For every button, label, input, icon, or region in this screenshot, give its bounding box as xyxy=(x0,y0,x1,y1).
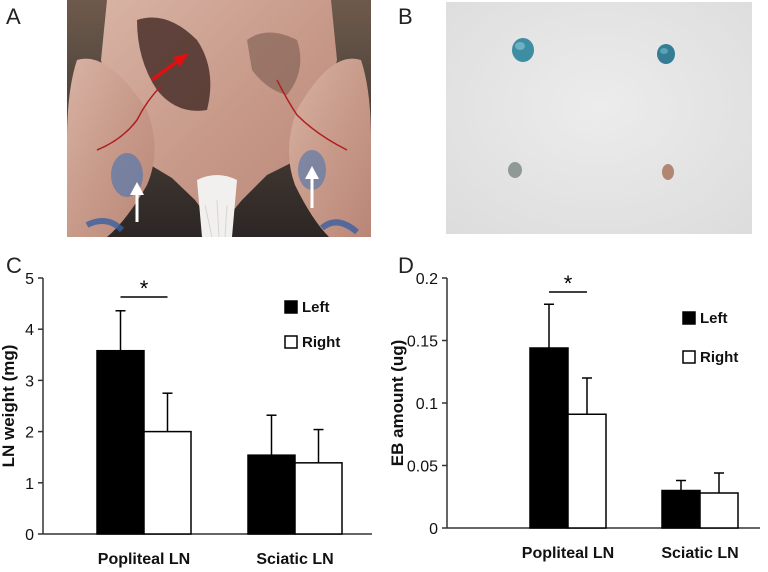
y-axis-label: LN weight (mg) xyxy=(0,345,18,468)
panel-letter-b: B xyxy=(398,4,413,29)
bar xyxy=(143,430,192,535)
legend-swatch xyxy=(284,335,298,349)
bar xyxy=(294,462,343,535)
y-tick-label: 0.05 xyxy=(407,459,438,476)
bar xyxy=(699,492,739,529)
legend-swatch xyxy=(682,350,696,364)
bar xyxy=(567,413,607,529)
panel-letter-d: D xyxy=(398,253,414,278)
legend-label: Right xyxy=(302,334,340,351)
bar xyxy=(661,489,701,529)
y-tick-label: 1 xyxy=(25,476,34,493)
panel-letter-a: A xyxy=(6,4,21,29)
chart-c: 0 1 2 3 4 5 LN weight (mg) Popliteal LN Sciatic … xyxy=(0,271,372,568)
bar xyxy=(247,454,296,535)
y-tick-label: 0.2 xyxy=(416,271,438,288)
significance-star: * xyxy=(140,276,149,301)
bar xyxy=(529,347,569,529)
chart-d: 0 0.05 0.1 0.15 0.2 EB amount (ug) Popliteal L… xyxy=(388,271,760,562)
legend-label: Right xyxy=(700,349,738,366)
y-tick-label: 0 xyxy=(25,527,34,544)
significance-star: * xyxy=(564,271,573,296)
legend-label: Left xyxy=(302,299,330,316)
y-tick-label: 3 xyxy=(25,373,34,390)
y-axis-label: EB amount (ug) xyxy=(388,340,407,467)
x-tick-label: Sciatic LN xyxy=(661,545,738,562)
legend-swatch xyxy=(284,300,298,314)
y-tick-label: 0.1 xyxy=(416,396,438,413)
x-tick-label: Sciatic LN xyxy=(256,551,333,568)
x-tick-label: Popliteal LN xyxy=(522,545,614,562)
y-tick-label: 0 xyxy=(429,521,438,538)
y-tick-label: 2 xyxy=(25,425,34,442)
panel-letter-c: C xyxy=(6,253,22,278)
y-tick-label: 4 xyxy=(25,322,34,339)
lymph-node-photo xyxy=(446,2,752,234)
x-tick-label: Popliteal LN xyxy=(98,551,190,568)
legend-label: Left xyxy=(700,310,728,327)
bar xyxy=(96,349,145,535)
y-tick-label: 5 xyxy=(25,271,34,288)
dissection-photo xyxy=(67,0,371,237)
y-tick-label: 0.15 xyxy=(407,334,438,351)
legend-swatch xyxy=(682,311,696,325)
